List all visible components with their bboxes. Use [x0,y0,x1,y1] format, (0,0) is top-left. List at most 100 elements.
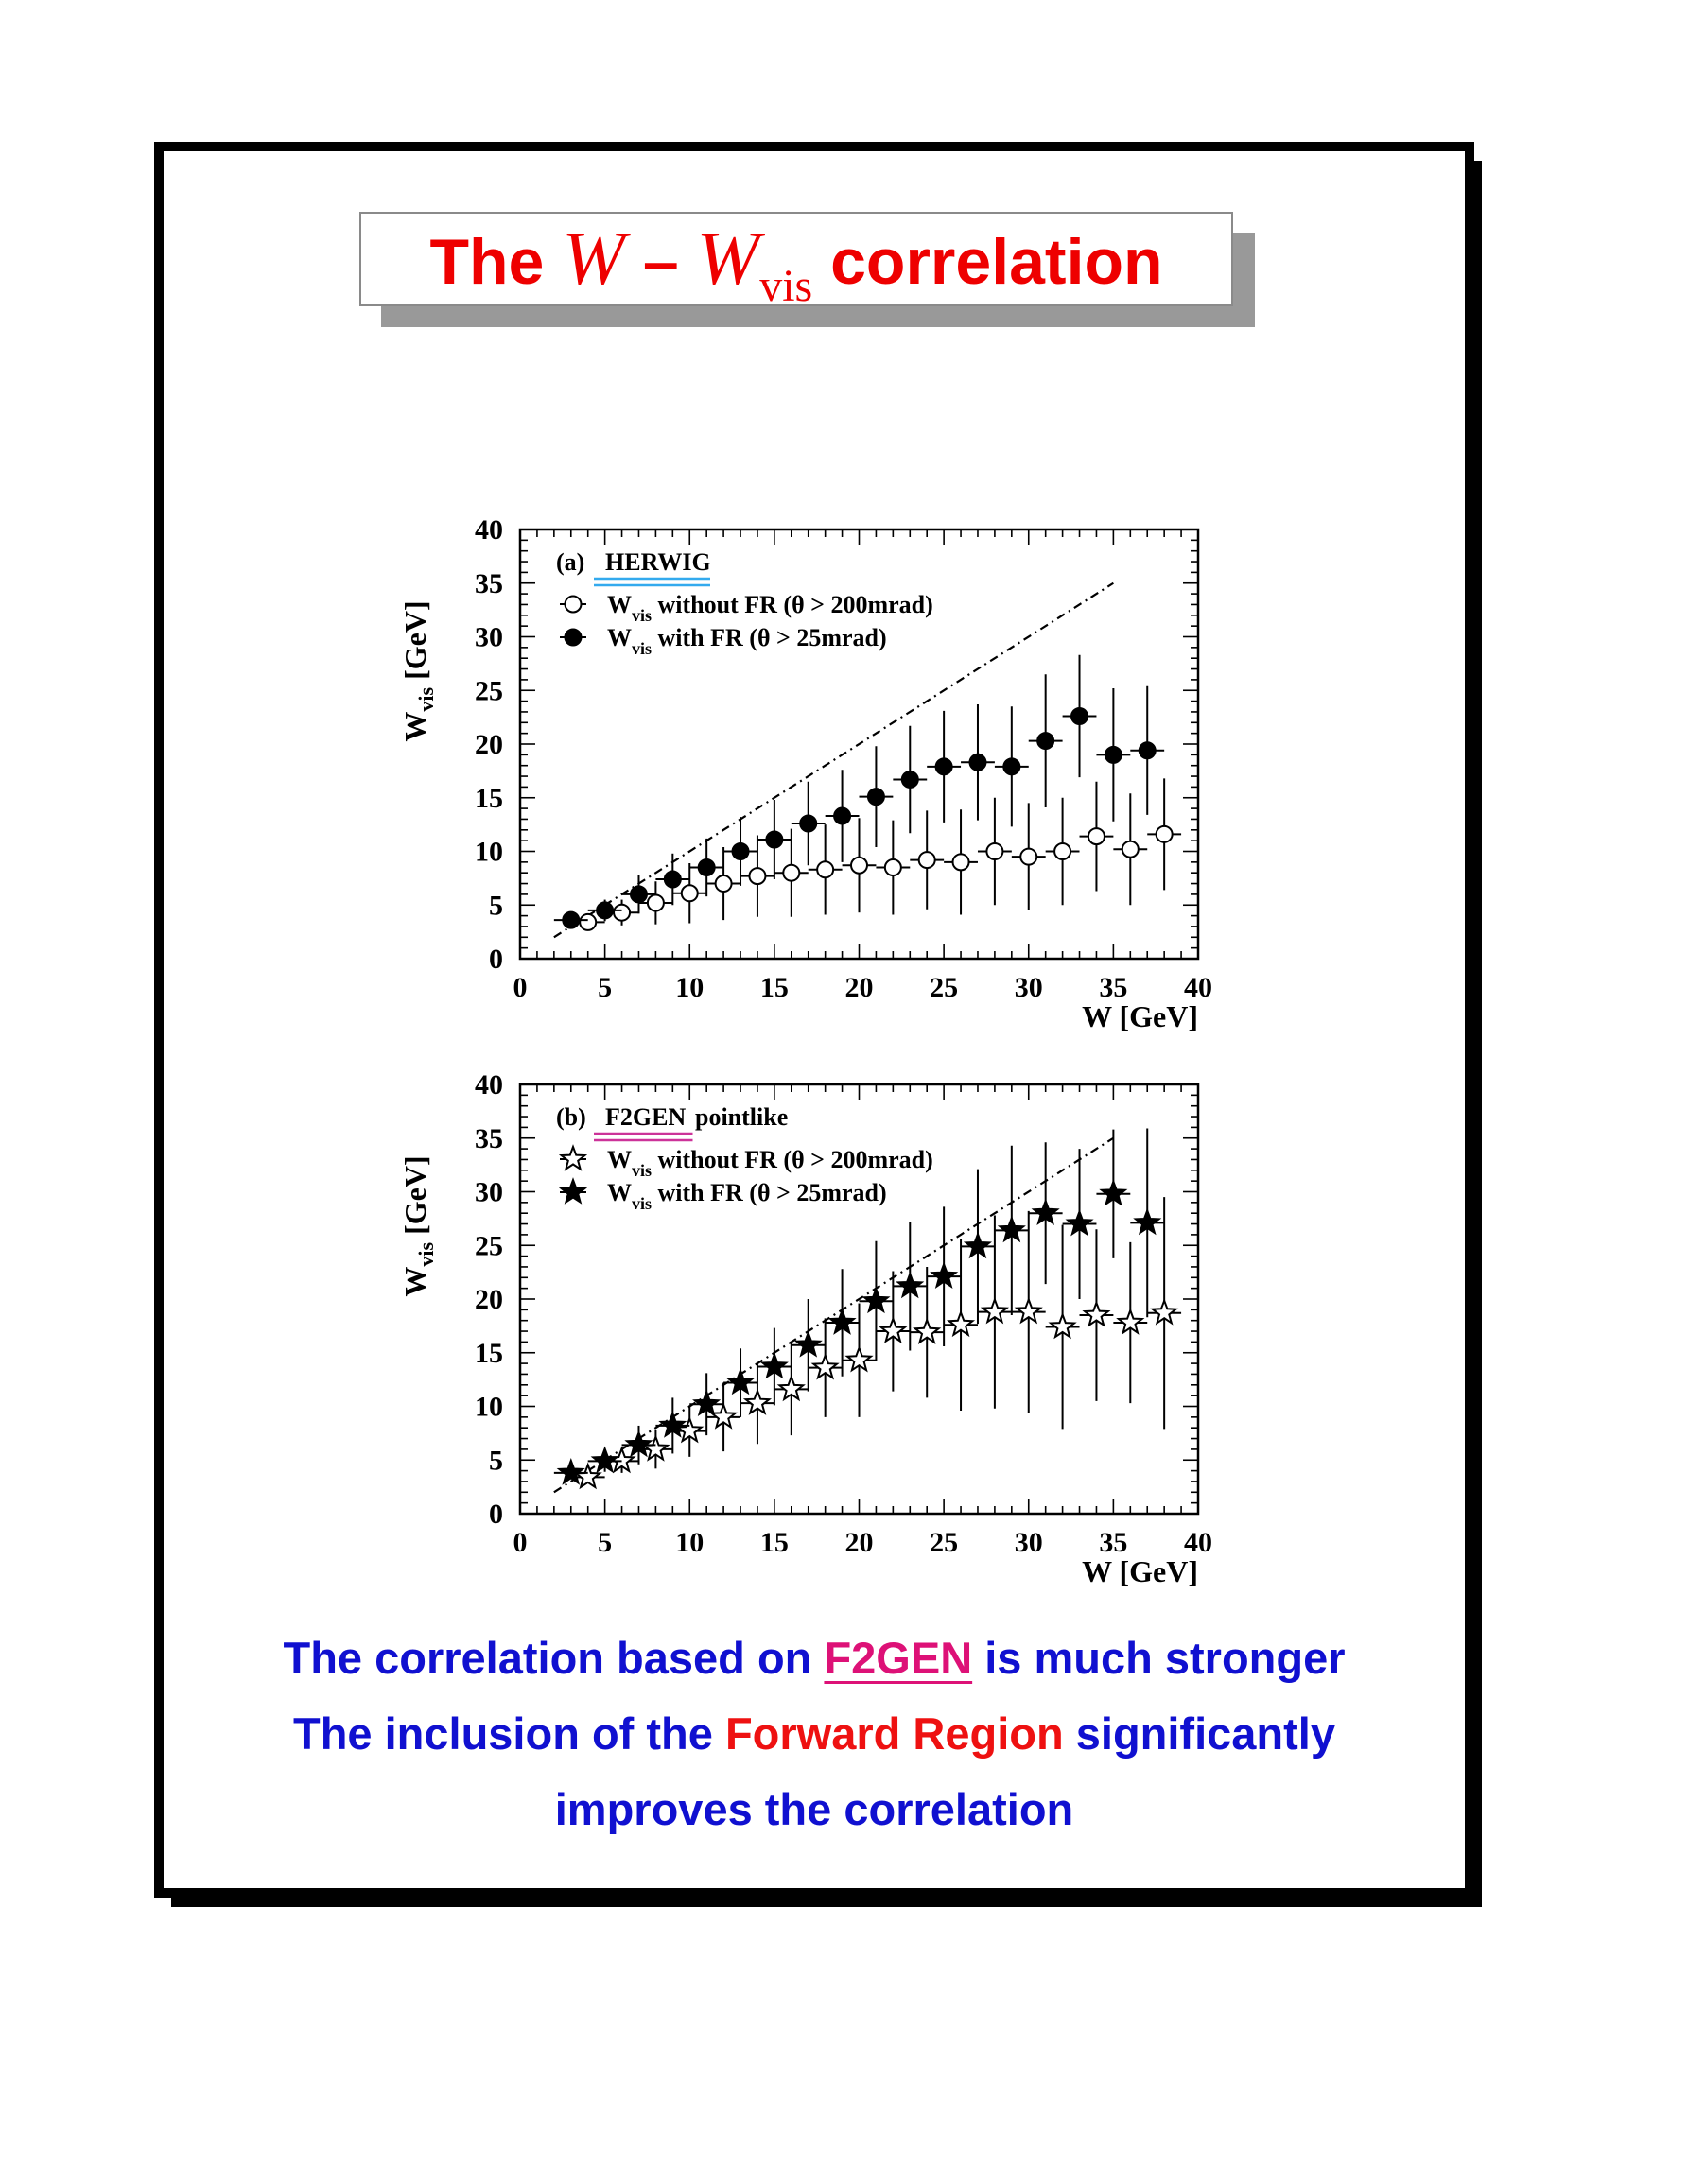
data-point-filled [968,753,987,771]
data-point-filled [900,770,919,789]
y-tick-label: 10 [475,1392,503,1423]
data-point-filled [692,1389,722,1416]
data-point-filled [1036,732,1055,751]
data-point-open [980,1296,1010,1325]
legend-entry-desc: with FR (θ > 25mrad) [652,624,887,651]
y-tick-label: 0 [489,944,503,975]
y-axis-label: Wvis [GeV] [398,600,438,741]
data-point-filled [596,901,615,920]
x-axis-label: W [GeV] [1082,999,1198,1033]
y-axis-label-sub: vis [414,686,438,711]
x-tick-label: 20 [845,1527,874,1558]
data-point-filled [866,788,885,806]
legend-marker-filled [564,628,583,647]
legend-entry-text: Wvis without FR (θ > 200mrad) [607,591,933,625]
data-point-open [579,912,598,931]
data-point-filled [1138,741,1157,760]
reference-line [553,581,1114,939]
title-post: correlation [830,226,1163,298]
x-tick-label: 5 [598,1527,612,1558]
data-point-open [1116,1308,1145,1335]
generator-label: F2GEN [605,1103,686,1131]
data-point-open [675,1415,705,1444]
title-w: W [562,217,625,301]
data-point-filled [934,757,953,776]
data-point-filled [896,1271,925,1299]
data-point-filled [658,1411,687,1438]
data-point-open [748,867,767,886]
data-point-open [1019,847,1038,866]
data-point-open [1150,1297,1179,1326]
y-tick-label: 20 [475,1284,503,1315]
x-tick-label: 40 [1184,1527,1212,1558]
legend-entry-main: W [607,624,632,651]
legend-entry-desc: with FR (θ > 25mrad) [652,1179,887,1206]
y-axis-label: Wvis [GeV] [398,1155,438,1296]
data-point-filled [663,870,682,889]
legend-entry-main: W [607,1179,632,1206]
y-axis-label-main: W [398,1267,432,1297]
data-point-filled [861,1286,891,1314]
x-tick-label: 5 [598,972,612,1003]
data-point-filled [731,842,750,860]
data-point-filled [1133,1207,1162,1236]
data-point-filled [1002,757,1021,776]
legend-marker-open [558,1144,588,1171]
conclusion-1-post: is much stronger [984,1633,1346,1683]
y-tick-label: 25 [475,675,503,706]
y-tick-label: 40 [475,514,503,546]
panel-label: (b) [556,1103,586,1131]
data-point-open [917,851,936,870]
legend-entry-main: W [607,591,632,618]
data-point-filled [624,1430,653,1458]
x-tick-label: 0 [513,1527,528,1558]
title-vis-subscript: vis [759,261,813,311]
legend-marker-open [564,595,583,614]
data-point-open [1155,824,1174,843]
reference-line [553,1136,1114,1494]
y-tick-label: 5 [489,890,503,921]
x-tick-label: 25 [930,1527,958,1558]
conclusion-2-highlight: Forward Region [724,1708,1064,1759]
x-tick-label: 20 [845,972,874,1003]
data-point-open [985,842,1004,860]
x-tick-label: 30 [1015,1527,1043,1558]
x-tick-label: 40 [1184,972,1212,1003]
conclusion-line-3: improves the correlation [554,1784,1074,1834]
data-point-open [844,1344,874,1373]
legend-entry-sub: vis [632,1161,652,1180]
data-point-filled [590,1446,619,1474]
legend-marker-filled [558,1177,588,1205]
title-dash: – [642,226,679,298]
data-point-open [810,1352,840,1380]
y-tick-label: 5 [489,1445,503,1476]
data-point-open [680,884,699,903]
data-point-filled [1099,1178,1128,1206]
conclusion-line-1: The correlation based on F2GEN is much s… [164,1632,1465,1684]
data-point-open [613,903,632,922]
data-point-open [742,1388,773,1415]
data-point-filled [1031,1198,1060,1225]
y-axis-label-sub: vis [414,1241,438,1266]
data-point-open [913,1317,942,1345]
legend-entry-text: Wvis without FR (θ > 200mrad) [607,1146,933,1180]
x-tick-label: 0 [513,972,528,1003]
data-point-open [714,875,733,893]
y-tick-label: 35 [475,568,503,599]
conclusion-1-pre: The correlation based on [283,1633,812,1683]
legend-entry-text: Wvis with FR (θ > 25mrad) [607,624,887,658]
x-tick-label: 10 [675,1527,704,1558]
data-point-open [1048,1311,1077,1340]
legend-entry-main: W [607,1146,632,1173]
data-point-open [946,1309,976,1338]
x-tick-label: 25 [930,972,958,1003]
data-point-filled [799,814,818,833]
data-point-filled [556,1458,585,1485]
x-tick-label: 35 [1099,1527,1127,1558]
data-point-filled [833,806,852,825]
generator-extra-label: pointlike [695,1103,788,1131]
conclusion-line-2: The inclusion of the Forward Region sign… [164,1707,1465,1759]
x-tick-label: 35 [1099,972,1127,1003]
title-w-vis: W [696,217,760,301]
data-point-open [646,893,665,912]
